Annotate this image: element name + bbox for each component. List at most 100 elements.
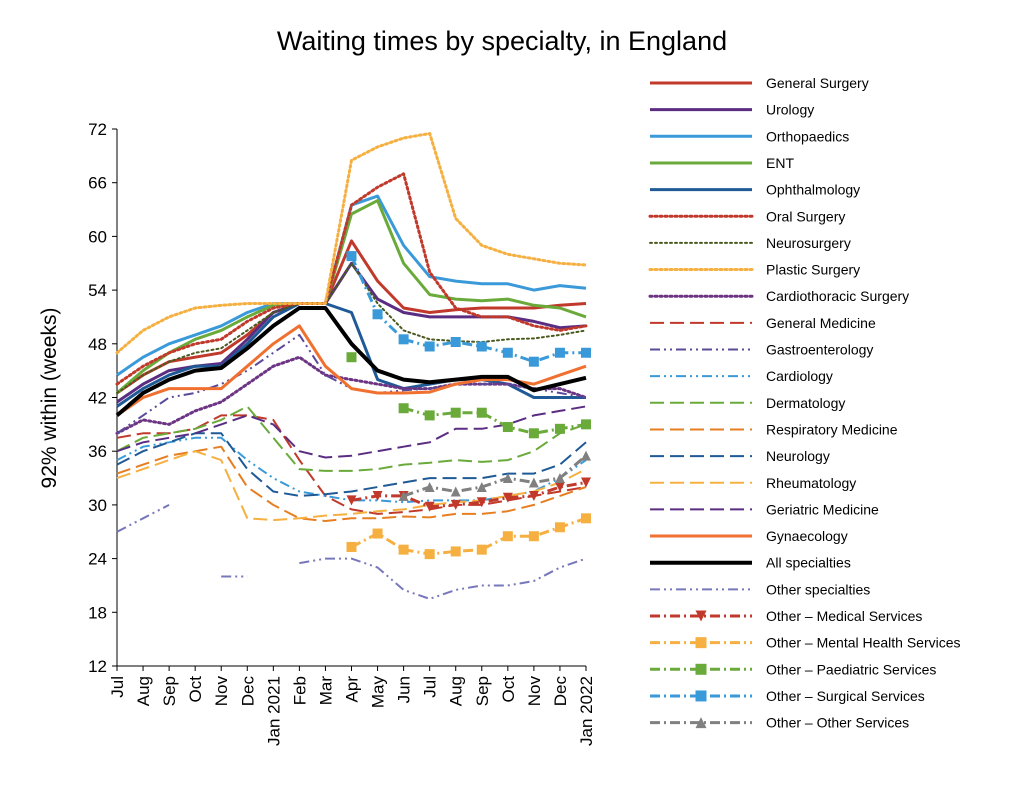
legend-item: Geriatric Medicine — [650, 501, 879, 517]
legend-item: Other – Paediatric Services — [650, 661, 936, 677]
legend-item: Cardiology — [650, 368, 833, 384]
series-20 — [347, 478, 592, 512]
legend-item: Urology — [650, 102, 814, 118]
legend-item: Neurosurgery — [650, 235, 851, 251]
legend-label: Ophthalmology — [766, 182, 860, 198]
x-tick-label: Nov — [212, 676, 231, 707]
legend-label: Urology — [766, 102, 814, 118]
x-tick-label: Nov — [525, 676, 544, 707]
legend-item: Dermatology — [650, 395, 845, 411]
y-ticks: 1218243036424854606672 — [88, 120, 117, 676]
series-22 — [347, 352, 592, 438]
legend-label: Orthopaedics — [766, 128, 849, 144]
series-marker — [347, 542, 357, 552]
series-marker — [425, 549, 435, 559]
series-marker — [529, 478, 539, 488]
legend-item: Rheumatology — [650, 475, 856, 491]
series-line — [117, 433, 586, 496]
series-line — [117, 505, 169, 532]
legend-label: Other specialties — [766, 581, 870, 597]
x-tick-label: Aug — [447, 676, 466, 706]
y-tick-label: 12 — [88, 657, 107, 676]
legend-label: Other – Medical Services — [766, 608, 922, 624]
series-marker — [503, 422, 513, 432]
legend-label: General Surgery — [766, 75, 869, 91]
legend-label: Dermatology — [766, 395, 845, 411]
legend-item: Other – Mental Health Services — [650, 635, 961, 651]
chart-title: Waiting times by specialty, in England — [277, 26, 727, 56]
series-marker — [477, 545, 487, 555]
y-tick-label: 24 — [88, 550, 107, 569]
legend-label: Neurosurgery — [766, 235, 851, 251]
x-tick-label: Jan 2021 — [264, 676, 283, 746]
series-marker — [425, 410, 435, 420]
y-axis-label: 92% within (weeks) — [38, 308, 61, 489]
series-marker — [399, 545, 409, 555]
legend-label: Gynaecology — [766, 528, 848, 544]
legend-label: Neurology — [766, 448, 830, 464]
legend-item: Gynaecology — [650, 528, 848, 544]
legend-label: Other – Other Services — [766, 715, 909, 731]
y-tick-label: 36 — [88, 442, 107, 461]
series-marker — [581, 513, 591, 523]
series-line — [117, 196, 586, 375]
x-tick-label: Feb — [290, 676, 309, 705]
x-tick-label: Jan 2022 — [577, 676, 596, 746]
y-tick-label: 42 — [88, 389, 107, 408]
legend-item: Oral Surgery — [650, 208, 845, 224]
series-marker — [425, 341, 435, 351]
series-marker — [477, 408, 487, 418]
x-tick-label: Oct — [499, 676, 518, 703]
x-ticks: Jul Aug Sep Oct Nov Dec Jan 2021 Feb Mar Apr May Ju… — [108, 666, 596, 746]
legend-label: Oral Surgery — [766, 208, 845, 224]
plot-area: 12 18 24 30 36 42 48 54 60 66 72 Jul Aug Sep Oct Nov De… — [88, 120, 596, 746]
series-14 — [117, 433, 586, 496]
x-tick-label: Mar — [316, 676, 335, 706]
series-3 — [117, 201, 586, 393]
series-17 — [117, 326, 586, 416]
legend-label: Geriatric Medicine — [766, 501, 879, 517]
legend-label: Gastroenterology — [766, 342, 873, 358]
legend-label: Other – Mental Health Services — [766, 635, 961, 651]
legend: General Surgery Urology Orthopaedics ENT Oph… — [650, 75, 961, 731]
series-marker — [347, 352, 357, 362]
series-marker — [451, 337, 461, 347]
legend-item: Plastic Surgery — [650, 262, 860, 278]
legend-label: ENT — [766, 155, 794, 171]
series-marker — [696, 690, 707, 701]
series-marker — [529, 428, 539, 438]
series-marker — [581, 348, 591, 358]
legend-label: Cardiology — [766, 368, 833, 384]
series-marker — [581, 451, 591, 461]
series-lines — [117, 134, 591, 599]
legend-label: Respiratory Medicine — [766, 421, 898, 437]
series-marker — [399, 334, 409, 344]
series-line — [117, 201, 586, 393]
x-tick-label: Apr — [343, 676, 362, 703]
series-marker — [555, 424, 565, 434]
x-tick-label: May — [369, 676, 388, 709]
chart: Waiting times by specialty, in England 9… — [0, 0, 1024, 793]
series-marker — [503, 348, 513, 358]
y-tick-label: 48 — [88, 335, 107, 354]
legend-label: All specialties — [766, 555, 851, 571]
series-marker — [555, 348, 565, 358]
legend-item: Ophthalmology — [650, 182, 860, 198]
x-tick-label: Dec — [551, 676, 570, 707]
y-tick-label: 18 — [88, 603, 107, 622]
series-line — [352, 518, 587, 554]
x-tick-label: Aug — [134, 676, 153, 706]
y-tick-label: 54 — [88, 281, 107, 300]
series-marker — [451, 408, 461, 418]
series-marker — [529, 531, 539, 541]
legend-item: Orthopaedics — [650, 128, 849, 144]
x-tick-label: Sep — [473, 676, 492, 706]
legend-label: Other – Surgical Services — [766, 688, 925, 704]
series-marker — [373, 309, 383, 319]
series-marker — [696, 637, 707, 648]
series-marker — [581, 419, 591, 429]
legend-item: Cardiothoracic Surgery — [650, 288, 909, 304]
x-tick-label: Jul — [108, 676, 127, 698]
series-marker — [696, 664, 707, 675]
legend-item: Gastroenterology — [650, 342, 873, 358]
